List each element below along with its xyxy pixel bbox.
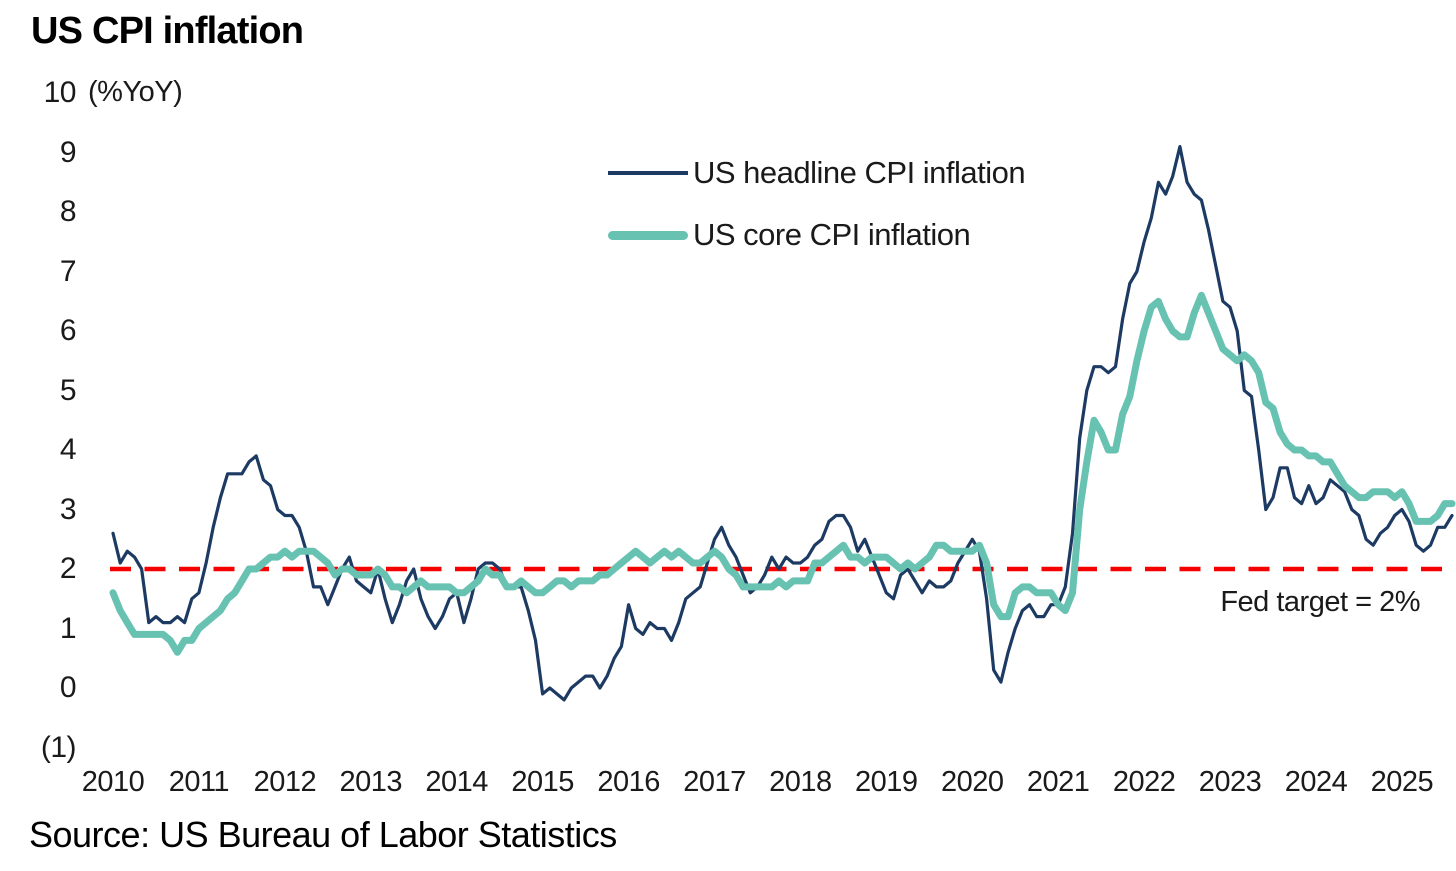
fed-target-annotation: Fed target = 2% [1220, 586, 1420, 618]
x-tick-label: 2013 [339, 766, 403, 798]
y-axis-unit-label: (%YoY) [88, 76, 183, 108]
x-tick-label: 2021 [1026, 766, 1090, 798]
x-tick-label: 2020 [941, 766, 1004, 798]
core-cpi-series-line [109, 291, 1456, 656]
headline-cpi-series-line [111, 145, 1454, 702]
y-tick-label: 8 [59, 195, 77, 228]
x-tick-label: 2025 [1370, 766, 1434, 798]
y-tick-label: 7 [59, 254, 77, 288]
x-tick-label: 2019 [855, 766, 918, 798]
legend-label-core: US core CPI inflation [693, 217, 971, 252]
x-tick-label: 2011 [168, 766, 230, 798]
legend-label-headline: US headline CPI inflation [693, 155, 1026, 190]
y-tick-label: (1) [40, 730, 77, 764]
source-note: Source: US Bureau of Labor Statistics [29, 814, 617, 855]
y-tick-label: 5 [59, 373, 77, 407]
x-tick-label: 2022 [1112, 766, 1176, 798]
x-tick-label: 2014 [425, 766, 488, 798]
y-tick-label: 4 [59, 433, 77, 466]
y-tick-label: 9 [59, 135, 77, 169]
legend: US headline CPI inflation US core CPI in… [608, 150, 1026, 274]
headline-line-swatch-icon [608, 171, 688, 175]
y-tick-label: 0 [59, 671, 77, 704]
y-tick-label: 6 [59, 314, 77, 347]
page-title: US CPI inflation [31, 10, 304, 52]
x-tick-label: 2017 [683, 766, 746, 798]
y-tick-label: 2 [59, 552, 77, 585]
x-tick-label: 2012 [253, 766, 317, 798]
x-tick-label: 2015 [511, 766, 574, 798]
y-tick-label: 10 [43, 76, 77, 109]
core-line-swatch-icon [608, 230, 688, 240]
x-tick-label: 2010 [81, 766, 145, 798]
legend-item-headline: US headline CPI inflation [608, 150, 1026, 196]
x-tick-label: 2023 [1198, 766, 1262, 798]
legend-item-core: US core CPI inflation [608, 212, 1025, 258]
x-tick-label: 2024 [1284, 766, 1348, 798]
y-tick-label: 1 [59, 611, 77, 645]
y-tick-label: 3 [59, 492, 77, 526]
x-tick-label: 2016 [597, 766, 660, 798]
x-tick-label: 2018 [769, 766, 832, 798]
